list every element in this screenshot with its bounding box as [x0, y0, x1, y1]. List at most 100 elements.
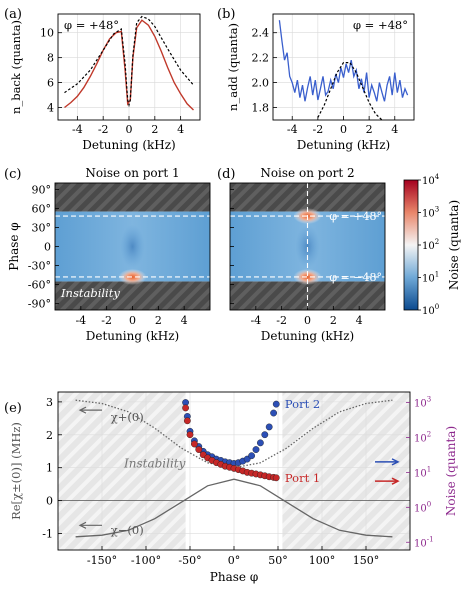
panel-b-ytick-label: 2.2 [252, 52, 270, 65]
panel-e-ytick-left-label: 2 [46, 429, 53, 442]
panel-e-point-port-1 [182, 404, 190, 412]
colorbar-label: Noise (quanta) [447, 200, 461, 290]
panel-d-phase-cut-label: φ = −48° [329, 271, 382, 284]
heatmap-xtick-label: 4 [356, 314, 363, 327]
panel-e-ytick-left-label: 3 [46, 396, 53, 409]
panel-a-series-theory [64, 15, 194, 108]
panel-e-point-port-1 [190, 440, 198, 448]
heatmap-instability-bottom [55, 281, 210, 310]
panel-e-point-port-1 [272, 474, 280, 482]
heatmap-ytick-label: 0 [44, 241, 51, 254]
heatmap-xtick-label: -4 [250, 314, 261, 327]
panel-e-point-port-2 [256, 439, 264, 447]
panel-c-instability-label: Instability [60, 286, 120, 300]
heatmap-ylabel: Phase φ [7, 222, 21, 270]
heatmap-xlabel: Detuning (kHz) [261, 329, 355, 343]
panel-b-ytick-label: 2.0 [252, 77, 270, 90]
panel-a-tag: (a) [4, 7, 22, 22]
panel-e-point-port-2 [265, 423, 273, 431]
heatmap-xtick-label: 2 [330, 314, 337, 327]
colorbar-gradient [403, 179, 419, 311]
panel-e-point-port-1 [195, 446, 203, 453]
colorbar-tick-label: 102 [422, 238, 439, 252]
panel-a-xtick-label: -2 [98, 123, 109, 136]
panel-a-xtick-label: 0 [126, 123, 133, 136]
panel-a-xlabel: Detuning (kHz) [82, 138, 176, 152]
panel-e-xtick-label: -150° [87, 554, 117, 567]
panel-e-curve-chi-minus [75, 478, 393, 538]
panel-e-chi-minus-label: χ−(0) [111, 523, 144, 537]
panel-b-ytick-label: 1.8 [252, 102, 270, 115]
heatmap-ytick-label: 90° [32, 183, 52, 196]
panel-e-ytick-left-label: 1 [46, 462, 53, 475]
panel-c-tag: (c) [4, 167, 21, 182]
heatmap-xtick-label: -4 [75, 314, 86, 327]
panel-e-point-port-1 [183, 417, 191, 425]
heatmap-ytick-label: 60° [32, 202, 52, 215]
panel-d-phase-cut-label: φ = +48° [329, 210, 382, 223]
panel-a-ylabel: n_back (quanta) [9, 20, 23, 114]
panel-b-xtick-label: -2 [313, 123, 324, 136]
heatmap-xtick-label: 0 [129, 314, 136, 327]
panel-b-xtick-label: 0 [340, 123, 347, 136]
panel-e-ylabel-right: Noise (quanta) [444, 426, 458, 516]
heatmap-title: Noise on port 1 [85, 166, 179, 180]
colorbar-tick-label: 101 [422, 271, 439, 285]
panel-e-chi-minus-arrowhead [78, 521, 87, 529]
panel-e-port2-label: Port 2 [285, 397, 320, 411]
panel-e-xtick-label: -50° [178, 554, 201, 567]
panel-b-ytick-label: 2.4 [252, 27, 270, 40]
panel-e-point-port-2 [270, 409, 277, 417]
heatmap-xtick-label: 4 [181, 314, 188, 327]
panel-e-point-port-2 [248, 452, 256, 460]
panel-b-xtick-label: 4 [391, 123, 398, 136]
panel-b-ylabel: n_add (quanta) [226, 23, 240, 111]
panel-a-series-measured [64, 19, 194, 111]
heatmap-ytick-label: 30° [32, 221, 52, 234]
panel-b-tag: (b) [217, 7, 235, 22]
panel-b-xlabel: Detuning (kHz) [297, 138, 391, 152]
panel-a-ytick-label: 6 [47, 77, 54, 90]
panel-a-ytick-label: 10 [40, 27, 54, 40]
panel-e-xlabel: Phase φ [210, 570, 258, 584]
panel-e-instability-shading [58, 392, 186, 550]
panel-e-point-port-2 [261, 431, 269, 439]
panel-a-ytick-label: 8 [47, 52, 54, 65]
colorbar-tick-label: 103 [422, 206, 439, 220]
panel-e-right-axis-arrowhead [391, 458, 400, 466]
heatmap-xtick-label: 2 [155, 314, 162, 327]
heatmap-xtick-label: -2 [276, 314, 287, 327]
panel-e-ytick-right-label: 102 [414, 430, 431, 444]
panel-e-ylabel-left: Re[χ±(0)] (MHz) [9, 422, 23, 520]
panel-a-xtick-label: 2 [151, 123, 158, 136]
panel-e-xtick-label: 0° [228, 554, 241, 567]
panel-e-instability-shading [282, 392, 410, 550]
panel-e-xtick-label: -100° [131, 554, 161, 567]
heatmap-central-feature [295, 224, 320, 269]
panel-e-tag: (e) [4, 401, 22, 416]
panel-e-ytick-right-label: 100 [414, 500, 431, 514]
heatmap-central-feature [120, 224, 145, 269]
panel-e-point-port-1 [186, 431, 194, 439]
heatmap-title: Noise on port 2 [260, 166, 354, 180]
heatmap-ytick-label: -60° [28, 279, 51, 292]
panel-e-instability-label: Instability [123, 457, 186, 471]
heatmap-hot-spot [293, 268, 322, 285]
panel-b-xtick-label: -4 [287, 123, 298, 136]
panel-b-annotation: φ = +48° [353, 18, 408, 32]
heatmap-xtick-label: -2 [101, 314, 112, 327]
panel-a-xtick-label: -4 [72, 123, 83, 136]
panel-e-ytick-left-label: 0 [46, 495, 53, 508]
panel-d-tag: (d) [217, 167, 235, 182]
panel-e-xtick-label: 50° [268, 554, 288, 567]
panel-e-ytick-left-label: -1 [42, 528, 53, 541]
heatmap-ytick-label: -90° [28, 298, 51, 311]
heatmap-ytick-label: -30° [28, 260, 51, 273]
panel-e-chi-plus-arrowhead [78, 406, 87, 414]
heatmap-instability-top [55, 183, 210, 212]
heatmap-xlabel: Detuning (kHz) [86, 329, 180, 343]
panel-e-ytick-right-label: 101 [414, 465, 431, 479]
heatmap-hot-spot [118, 268, 147, 285]
